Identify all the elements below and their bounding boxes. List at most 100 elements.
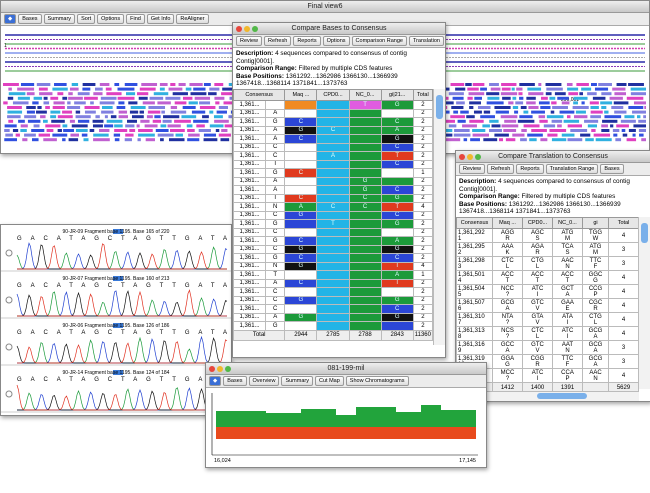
read-block (52, 106, 65, 109)
read-block (454, 129, 470, 132)
read-block (20, 129, 27, 132)
label: Base Positions: (459, 200, 507, 208)
read-block (460, 110, 469, 114)
base-cell (284, 176, 318, 186)
read-block (139, 87, 156, 91)
column-header: Consensus (233, 89, 286, 101)
column-header: gi|21... (380, 89, 414, 101)
text: Filtered by multiple CDS features (298, 65, 393, 73)
toolbar-button[interactable]: Comparison Range (351, 36, 407, 46)
toolbar-button[interactable]: Find (126, 14, 145, 24)
toolbar-button[interactable]: Bases (18, 14, 42, 24)
toolbar-button[interactable]: Review (459, 164, 486, 174)
read-block (216, 110, 227, 114)
base-cell (316, 321, 350, 331)
position: 1,361,501 4 (456, 270, 493, 285)
toolbar-button[interactable]: Translation (408, 36, 444, 46)
read-block (576, 83, 589, 86)
amino-acid: G (593, 277, 598, 284)
amino-acid: T (535, 277, 540, 284)
read-block (31, 138, 39, 142)
read-block (626, 96, 644, 100)
toolbar-button[interactable]: Summary (43, 14, 76, 24)
read-block (187, 129, 195, 132)
toolbar-button[interactable]: Get Info (146, 14, 175, 24)
read-block (519, 83, 535, 86)
toolbar-button[interactable]: Overview (248, 376, 280, 386)
toolbar-button[interactable]: Summary (281, 376, 313, 386)
scrollbar[interactable] (433, 89, 445, 345)
menu-button[interactable]: ◆ (209, 376, 222, 386)
toolbar-button[interactable]: Options (97, 14, 125, 24)
description: Description: 4 sequences compared to con… (233, 48, 445, 90)
read-block (165, 96, 181, 100)
menu-button[interactable]: ◆ (4, 14, 17, 24)
codon-index: 2 (458, 249, 462, 256)
amino-acid: A (565, 291, 570, 298)
toolbar-button[interactable]: Translation Range (545, 164, 599, 174)
read-block (7, 110, 23, 114)
base-cell (284, 270, 318, 280)
read-block (499, 138, 504, 142)
coverage-upper (216, 405, 476, 427)
read-block (218, 106, 229, 109)
footer-cell: 2785 (316, 329, 350, 341)
position: 1,361... (233, 321, 267, 331)
row-total: 4 (608, 326, 639, 341)
toolbar-button[interactable]: ReAligner (176, 14, 209, 24)
base: A (265, 108, 286, 118)
table-row: 1,361,292 1 AGG R AGC S ATG M TGG W 4 (456, 228, 639, 243)
base: C (265, 210, 286, 220)
toolbar-button[interactable]: Bases (600, 164, 624, 174)
read-block (185, 87, 192, 91)
read-block (74, 101, 86, 105)
base-cell (284, 108, 318, 118)
read-block (489, 119, 499, 123)
toolbar-button[interactable]: Refresh (487, 164, 515, 174)
row-total: 4 (608, 270, 639, 285)
base (265, 100, 286, 110)
toolbar-button[interactable]: Review (236, 36, 263, 46)
toolbar-button[interactable]: Options (322, 36, 350, 46)
read-block (68, 92, 73, 96)
read-block (529, 138, 537, 142)
toolbar-button[interactable]: Cut Map (314, 376, 344, 386)
row-total: 2 (412, 304, 434, 314)
base-cell (284, 227, 318, 237)
amino-acid: R (505, 235, 510, 242)
trace-bases: GACATAGCTAGTTGATA (17, 377, 227, 383)
scrollbar[interactable] (638, 217, 650, 389)
toolbar-button[interactable]: Sort (77, 14, 96, 24)
read-block (45, 124, 61, 128)
toolbar-button[interactable]: Refresh (264, 36, 292, 46)
read-block (228, 83, 233, 86)
read-block (57, 115, 73, 119)
toolbar-button[interactable]: Show Chromatograms (345, 376, 409, 386)
read-block (159, 87, 165, 91)
amino-acid: W (592, 235, 599, 242)
toolbar-button[interactable]: Reports (516, 164, 544, 174)
base-cell: G (284, 312, 318, 322)
read-block (561, 133, 575, 137)
read-block (213, 115, 223, 119)
read-block (512, 106, 519, 109)
read-block (456, 101, 465, 105)
base-cell (348, 244, 382, 254)
codon-cell: CGG R (522, 354, 553, 369)
read-block (20, 83, 35, 86)
read-block (114, 138, 120, 142)
trace (17, 243, 227, 270)
read-block (554, 92, 566, 96)
row-total: 3 (608, 256, 639, 271)
toolbar-button[interactable]: Reports (293, 36, 321, 46)
amino-acid: T (505, 277, 510, 284)
read-block (550, 110, 555, 114)
read-block (68, 138, 79, 142)
codon: ACC (561, 271, 574, 278)
amino-acid: L (535, 333, 540, 340)
toolbar-button[interactable]: Bases (223, 376, 247, 386)
read-block (26, 106, 36, 109)
amino-acid: N (565, 263, 570, 270)
base: C (265, 244, 286, 254)
read-block (194, 96, 211, 100)
